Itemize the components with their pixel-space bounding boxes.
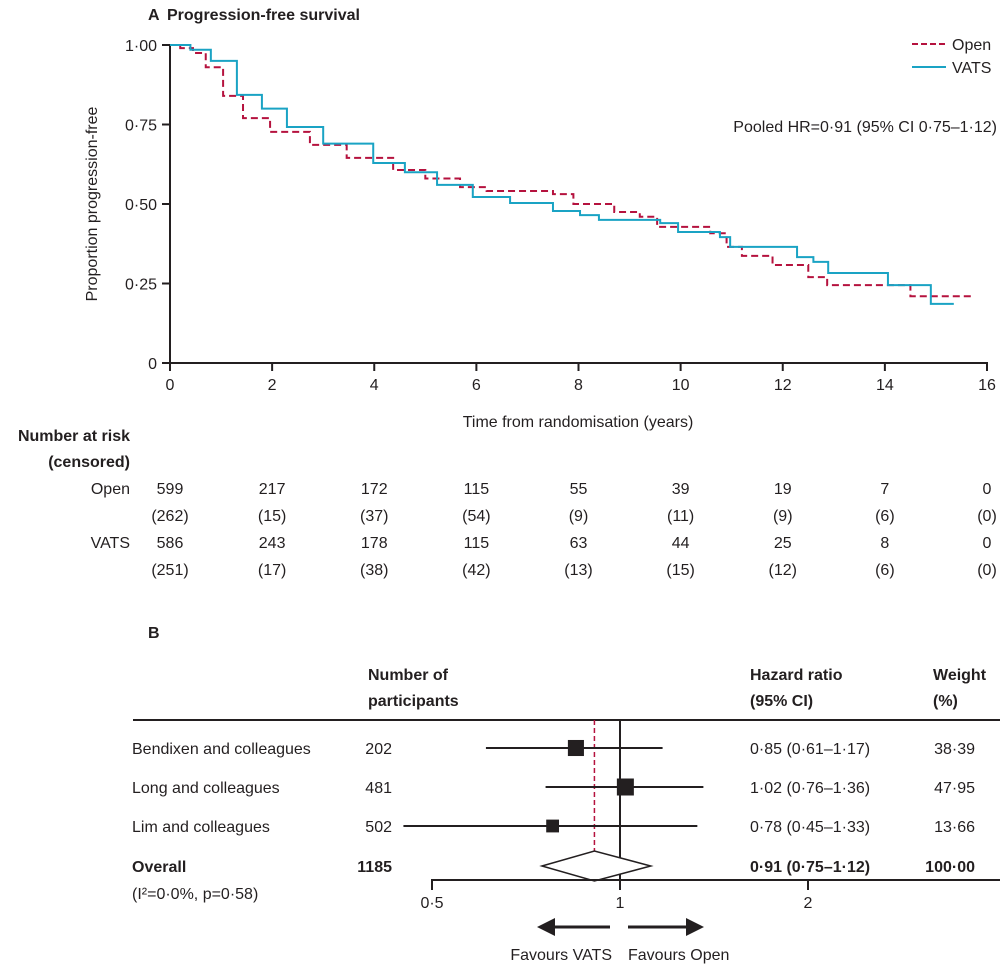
- x-tick-label: 12: [774, 377, 792, 394]
- forest-x-tick-label: 2: [804, 895, 813, 912]
- x-axis-label: Time from randomisation (years): [463, 414, 694, 431]
- x-tick-label: 6: [472, 377, 481, 394]
- x-tick-label: 0: [166, 377, 175, 394]
- overall-n: 1185: [357, 859, 392, 876]
- censored-value: (0): [977, 562, 997, 579]
- header-participants-1: Number of: [368, 667, 449, 684]
- study-weight: 47·95: [934, 780, 975, 797]
- censored-value: (17): [258, 562, 286, 579]
- at-risk-value: 0: [983, 535, 992, 552]
- arrow-right-icon: [686, 918, 704, 936]
- header-hr-2: (95% CI): [750, 693, 813, 710]
- y-tick-label: 1·00: [125, 38, 157, 55]
- forest-x-tick-label: 1: [616, 895, 625, 912]
- x-tick-label: 10: [672, 377, 690, 394]
- censored-value: (11): [667, 508, 694, 525]
- risk-row-label: VATS: [91, 535, 130, 552]
- at-risk-value: 0: [983, 481, 992, 498]
- panel-label: B: [148, 625, 160, 642]
- at-risk-value: 7: [880, 481, 889, 498]
- risk-table-title: Number at risk: [18, 428, 130, 445]
- arrow-left-icon: [537, 918, 555, 936]
- study-weight: 13·66: [934, 819, 975, 836]
- heterogeneity: (I²=0·0%, p=0·58): [132, 886, 258, 903]
- censored-value: (15): [258, 508, 286, 525]
- censored-value: (13): [564, 562, 592, 579]
- at-risk-value: 44: [672, 535, 690, 552]
- y-axis-label: Proportion progression-free: [84, 107, 101, 302]
- favours-open-label: Favours Open: [628, 947, 729, 964]
- y-tick-label: 0·25: [125, 277, 157, 294]
- censored-value: (262): [151, 508, 188, 525]
- censored-value: (12): [769, 562, 797, 579]
- at-risk-value: 115: [464, 481, 490, 498]
- at-risk-value: 115: [464, 535, 490, 552]
- censored-value: (9): [773, 508, 793, 525]
- overall-name: Overall: [132, 859, 186, 876]
- forest-x-tick-label: 0·5: [420, 895, 443, 912]
- study-n: 202: [365, 741, 392, 758]
- legend-label-open: Open: [952, 37, 991, 54]
- study-point: [567, 739, 584, 757]
- censored-value: (6): [875, 508, 895, 525]
- header-participants-2: participants: [368, 693, 459, 710]
- study-n: 481: [365, 780, 392, 797]
- at-risk-value: 599: [157, 481, 184, 498]
- x-tick-label: 8: [574, 377, 583, 394]
- x-tick-label: 2: [268, 377, 277, 394]
- censored-value: (42): [462, 562, 490, 579]
- km-curve-open: [170, 44, 972, 298]
- at-risk-value: 8: [880, 535, 889, 552]
- pooled-hr-annotation: Pooled HR=0·91 (95% CI 0·75–1·12): [733, 119, 997, 136]
- overall-weight: 100·00: [925, 859, 975, 876]
- header-hr-1: Hazard ratio: [750, 667, 843, 684]
- risk-row-label: Open: [91, 481, 130, 498]
- x-tick-label: 14: [876, 377, 894, 394]
- at-risk-value: 63: [570, 535, 588, 552]
- at-risk-value: 55: [570, 481, 588, 498]
- at-risk-value: 172: [361, 481, 388, 498]
- censored-value: (6): [875, 562, 895, 579]
- at-risk-value: 178: [361, 535, 388, 552]
- overall-hr: 0·91 (0·75–1·12): [750, 859, 870, 876]
- x-tick-label: 16: [978, 377, 996, 394]
- study-hr: 0·78 (0·45–1·33): [750, 819, 870, 836]
- censored-value: (0): [977, 508, 997, 525]
- y-tick-label: 0·75: [125, 118, 157, 135]
- study-n: 502: [365, 819, 392, 836]
- study-hr: 0·85 (0·61–1·17): [750, 741, 870, 758]
- y-tick-label: 0·50: [125, 197, 157, 214]
- chart-title: Progression-free survival: [167, 7, 360, 24]
- study-point: [546, 819, 560, 833]
- study-name: Bendixen and colleagues: [132, 741, 311, 758]
- censored-value: (251): [151, 562, 188, 579]
- at-risk-value: 586: [157, 535, 184, 552]
- header-weight-1: Weight: [933, 667, 987, 684]
- study-weight: 38·39: [934, 741, 975, 758]
- km-curve-vats: [170, 44, 954, 305]
- censored-value: (9): [569, 508, 589, 525]
- censored-value: (37): [360, 508, 388, 525]
- censored-value: (15): [666, 562, 694, 579]
- at-risk-value: 25: [774, 535, 792, 552]
- overall-diamond: [539, 850, 654, 882]
- censored-value: (54): [462, 508, 490, 525]
- favours-vats-label: Favours VATS: [510, 947, 612, 964]
- panel-label: A: [148, 7, 160, 24]
- at-risk-value: 217: [259, 481, 286, 498]
- study-name: Long and colleagues: [132, 780, 280, 797]
- x-tick-label: 4: [370, 377, 379, 394]
- legend-label-vats: VATS: [952, 60, 991, 77]
- study-point: [616, 778, 634, 796]
- at-risk-value: 243: [259, 535, 286, 552]
- study-hr: 1·02 (0·76–1·36): [750, 780, 870, 797]
- y-tick-label: 0: [148, 356, 157, 373]
- at-risk-value: 19: [774, 481, 792, 498]
- censored-value: (38): [360, 562, 388, 579]
- at-risk-value: 39: [672, 481, 690, 498]
- study-name: Lim and colleagues: [132, 819, 270, 836]
- risk-table-subtitle: (censored): [48, 454, 130, 471]
- header-weight-2: (%): [933, 693, 958, 710]
